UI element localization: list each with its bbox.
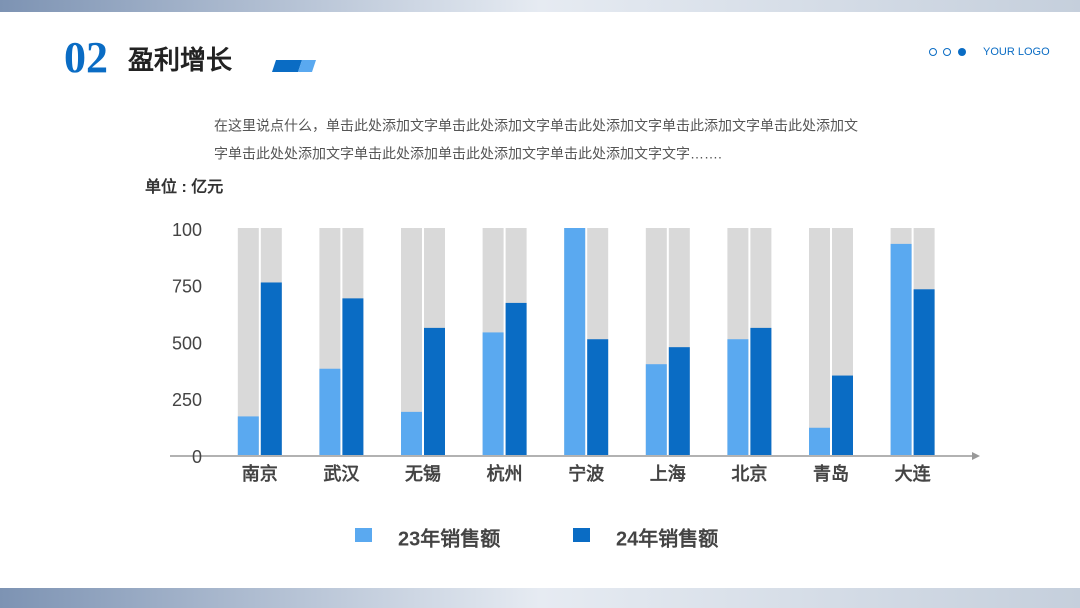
bar — [342, 298, 364, 455]
legend-swatch — [573, 528, 590, 542]
bar — [319, 368, 341, 455]
y-tick-label: 100 — [172, 220, 202, 240]
legend-label: 23年销售额 — [398, 526, 500, 550]
bar-track — [401, 228, 422, 455]
bar — [668, 347, 690, 455]
top-strip — [0, 0, 1080, 12]
x-tick-label: 大连 — [895, 463, 932, 484]
title-deco — [272, 60, 302, 72]
x-tick-label: 宁波 — [568, 463, 605, 484]
bar — [401, 411, 422, 455]
bar — [750, 327, 772, 455]
logo: YOUR LOGO — [983, 46, 1050, 58]
x-tick-label: 青岛 — [813, 463, 849, 484]
title-deco — [298, 60, 316, 72]
y-tick-label: 0 — [192, 447, 202, 467]
bar — [832, 375, 853, 455]
bottom-strip — [0, 588, 1080, 608]
bar — [645, 364, 667, 455]
bar — [890, 243, 912, 455]
description: 在这里说点什么，单击此处添加文字单击此处添加文字单击此处添加文字单击此添加文字单… — [214, 118, 858, 134]
logo-dot — [943, 48, 951, 56]
y-tick-label: 500 — [172, 333, 202, 353]
bar — [260, 282, 282, 455]
x-tick-label: 南京 — [242, 463, 278, 484]
axis-arrow — [972, 452, 980, 460]
bar — [482, 332, 504, 455]
bar — [424, 327, 445, 455]
x-tick-label: 武汉 — [323, 464, 360, 484]
bar-track — [809, 228, 830, 455]
legend-label: 24年销售额 — [616, 526, 718, 550]
y-tick-label: 250 — [172, 390, 202, 410]
logo-dot — [958, 48, 966, 56]
section-number: 02 — [64, 33, 108, 82]
description: 字单击此处处添加文字单击此处添加单击此处添加文字单击此处添加文字文字……. — [214, 146, 722, 162]
bar-track — [237, 228, 259, 455]
x-tick-label: 杭州 — [487, 463, 523, 484]
slide-title: 盈利增长 — [127, 45, 233, 75]
x-tick-label: 北京 — [731, 463, 767, 484]
x-tick-label: 无锡 — [405, 463, 441, 484]
unit-label: 单位 : 亿元 — [145, 177, 223, 196]
legend-swatch — [355, 528, 372, 542]
bar — [809, 427, 830, 455]
bar — [913, 289, 935, 455]
y-tick-label: 750 — [172, 277, 202, 297]
bar — [237, 416, 259, 455]
bar — [587, 339, 609, 455]
logo-dot — [929, 48, 937, 56]
bar — [727, 339, 749, 455]
bar — [564, 228, 586, 455]
bar — [505, 302, 527, 455]
x-tick-label: 上海 — [650, 463, 686, 484]
